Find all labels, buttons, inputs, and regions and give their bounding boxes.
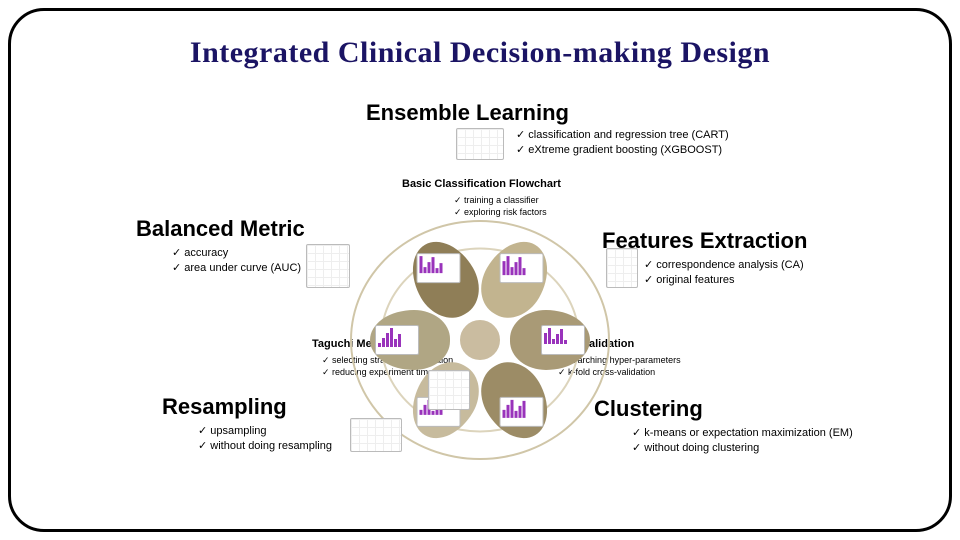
clustering-items: k-means or expectation maximization (EM)…	[632, 426, 853, 456]
ensemble-title: Ensemble Learning	[366, 100, 569, 126]
title-word: Design	[680, 36, 770, 69]
petal-thumbnail	[375, 325, 419, 355]
diagram-thumbnail	[456, 128, 504, 160]
diagram-thumbnail	[306, 244, 350, 288]
diagram-thumbnail	[606, 248, 638, 288]
petal-thumbnail	[417, 253, 461, 283]
resampling-title: Resampling	[162, 394, 287, 420]
clustering-item: without doing clustering	[632, 441, 853, 456]
balanced-item: area under curve (AUC)	[172, 261, 301, 276]
diagram-thumbnail	[428, 370, 470, 410]
balanced-title: Balanced Metric	[136, 216, 305, 242]
balanced-item: accuracy	[172, 246, 301, 261]
petal-thumbnail	[500, 253, 544, 283]
resampling-item: upsampling	[198, 424, 332, 439]
ensemble-items: classification and regression tree (CART…	[516, 128, 729, 158]
clustering-item: k-means or expectation maximization (EM)	[632, 426, 853, 441]
resampling-item: without doing resampling	[198, 439, 332, 454]
features-item: original features	[644, 273, 804, 288]
basic_flowchart-title: Basic Classification Flowchart	[402, 178, 561, 190]
ensemble-item: eXtreme gradient boosting (XGBOOST)	[516, 143, 729, 158]
features-items: correspondence analysis (CA)original fea…	[644, 258, 804, 288]
page-title: Integrated Clinical Decision-making Desi…	[0, 36, 960, 70]
title-word: Decision-making	[450, 36, 673, 69]
petal-thumbnail	[500, 397, 544, 427]
ensemble-item: classification and regression tree (CART…	[516, 128, 729, 143]
title-word: Integrated	[190, 36, 330, 69]
petal-thumbnail	[541, 325, 585, 355]
resampling-items: upsamplingwithout doing resampling	[198, 424, 332, 454]
flower-hub	[457, 317, 503, 363]
basic_flowchart-item: training a classifier	[454, 194, 547, 206]
features-item: correspondence analysis (CA)	[644, 258, 804, 273]
flower-petal	[370, 310, 450, 370]
basic_flowchart-items: training a classifierexploring risk fact…	[454, 194, 547, 218]
basic_flowchart-item: exploring risk factors	[454, 206, 547, 218]
title-word: Clinical	[338, 36, 442, 69]
balanced-items: accuracyarea under curve (AUC)	[172, 246, 301, 276]
diagram-thumbnail	[350, 418, 402, 452]
